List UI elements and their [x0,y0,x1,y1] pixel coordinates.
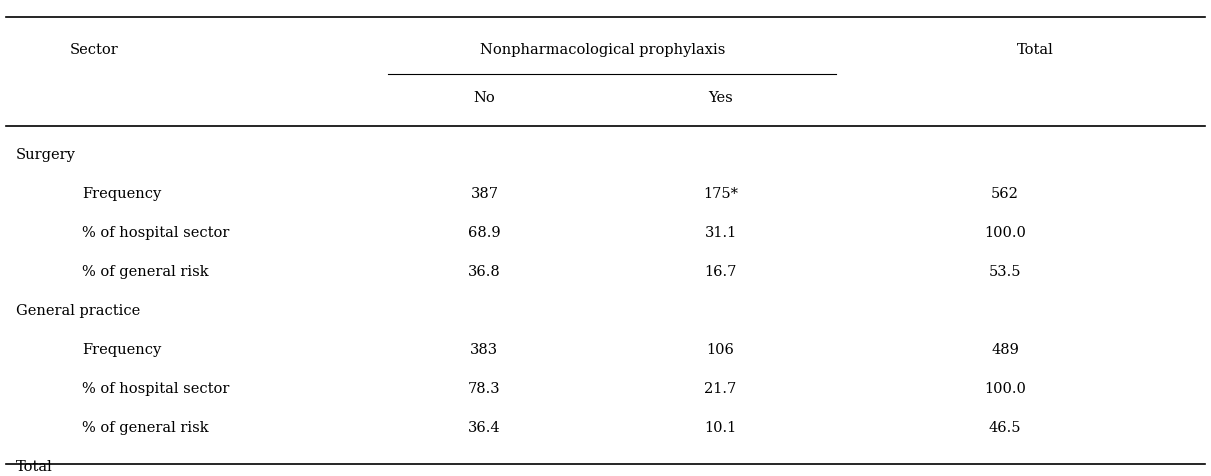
Text: 383: 383 [470,343,499,357]
Text: % of hospital sector: % of hospital sector [82,226,230,240]
Text: 10.1: 10.1 [705,421,736,435]
Text: % of general risk: % of general risk [82,265,210,279]
Text: 78.3: 78.3 [469,382,500,396]
Text: 46.5: 46.5 [989,421,1021,435]
Text: Nonpharmacological prophylaxis: Nonpharmacological prophylaxis [480,43,725,57]
Text: 175*: 175* [704,187,737,201]
Text: 100.0: 100.0 [985,382,1026,396]
Text: Yes: Yes [708,90,733,105]
Text: 21.7: 21.7 [705,382,736,396]
Text: General practice: General practice [16,304,140,318]
Text: 106: 106 [706,343,735,357]
Text: Total: Total [16,460,52,474]
Text: % of hospital sector: % of hospital sector [82,382,230,396]
Text: 36.8: 36.8 [467,265,501,279]
Text: 562: 562 [991,187,1020,201]
Text: 36.4: 36.4 [469,421,500,435]
Text: Surgery: Surgery [16,148,75,162]
Text: 68.9: 68.9 [469,226,500,240]
Text: No: No [474,90,495,105]
Text: Frequency: Frequency [82,343,161,357]
Text: % of general risk: % of general risk [82,421,210,435]
Text: 387: 387 [470,187,499,201]
Text: 100.0: 100.0 [985,226,1026,240]
Text: 31.1: 31.1 [705,226,736,240]
Text: 489: 489 [991,343,1020,357]
Text: 16.7: 16.7 [705,265,736,279]
Text: Sector: Sector [70,43,119,57]
Text: 53.5: 53.5 [989,265,1021,279]
Text: Total: Total [1017,43,1054,57]
Text: Frequency: Frequency [82,187,161,201]
